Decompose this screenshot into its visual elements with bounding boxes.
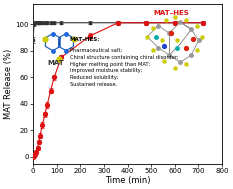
Text: Pharmaceutical salt;
Chiral structure containing chiral disorder;
Higher melting: Pharmaceutical salt; Chiral structure co… <box>70 48 178 87</box>
Text: MAT–HES: MAT–HES <box>154 10 189 16</box>
Text: MAT–HES:: MAT–HES: <box>70 37 100 42</box>
Y-axis label: MAT Release (%): MAT Release (%) <box>4 49 13 119</box>
X-axis label: Time (min): Time (min) <box>105 176 150 185</box>
Text: MAT: MAT <box>48 60 64 66</box>
